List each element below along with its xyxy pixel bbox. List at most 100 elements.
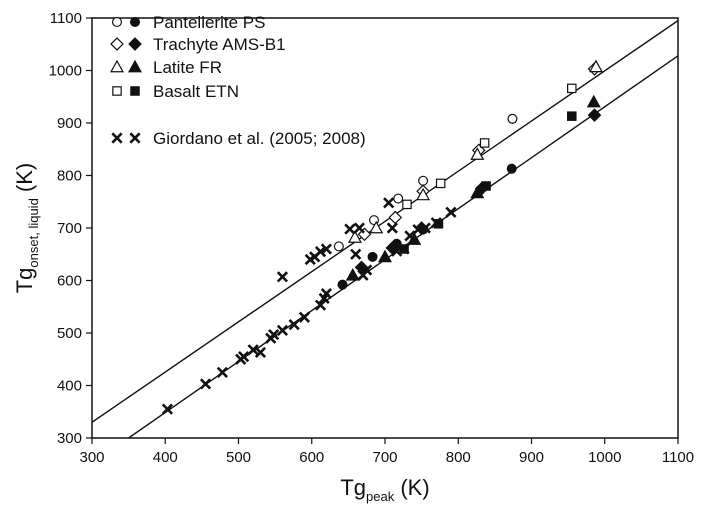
y-tick-label: 800	[57, 168, 82, 185]
legend-marker-filled	[128, 37, 142, 51]
legend-entry: Latite FR	[110, 58, 222, 77]
y-axis-title: Tgonset, liquid (K)	[12, 163, 41, 294]
x-axis-title-sub: peak	[366, 489, 395, 504]
data-point-filled	[430, 217, 442, 229]
x-tick-label: 500	[226, 449, 251, 466]
data-point-filled	[391, 245, 403, 257]
x-tick-label: 900	[519, 449, 544, 466]
data-point-filled	[320, 243, 332, 255]
x-axis-title-unit: (K)	[394, 475, 429, 500]
data-point-open	[333, 241, 344, 252]
data-point-filled	[276, 271, 289, 283]
data-point-filled	[386, 222, 398, 234]
data-point-filled	[320, 288, 332, 300]
data-point-filled	[470, 185, 485, 199]
legend-entry: Trachyte AMS-B1	[110, 35, 286, 54]
x-tick-label: 300	[79, 449, 104, 466]
data-point-open	[588, 59, 603, 73]
data-point-open	[567, 83, 577, 94]
data-point-filled	[254, 346, 267, 359]
data-point-open	[402, 199, 412, 210]
data-point-open	[347, 230, 362, 243]
data-point-filled	[367, 251, 378, 262]
legend: Pantellerite PS Trachyte AMS-B1 Latite FR B…	[110, 13, 366, 148]
fit-line	[92, 20, 678, 423]
data-point-filled	[161, 403, 174, 415]
data-point-filled	[298, 311, 311, 323]
data-point-filled	[445, 206, 457, 218]
data-point-filled	[344, 223, 356, 235]
legend-label: Trachyte AMS-B1	[153, 35, 286, 54]
legend-entry: Giordano et al. (2005; 2008)	[111, 129, 366, 148]
data-point-filled	[398, 243, 410, 255]
legend-label: Giordano et al. (2005; 2008)	[153, 129, 366, 148]
data-point-open	[388, 210, 403, 225]
data-point-filled	[383, 197, 395, 209]
data-point-filled	[314, 246, 327, 258]
data-point-open	[369, 220, 384, 234]
x-tick-label: 1100	[662, 449, 694, 466]
data-point-filled	[567, 111, 577, 121]
legend-marker-cross	[129, 132, 141, 144]
data-point-filled	[506, 163, 517, 174]
legend-label: Latite FR	[153, 58, 222, 77]
legend-marker-open	[111, 16, 123, 28]
data-points	[161, 59, 603, 415]
y-tick-label: 400	[57, 378, 82, 395]
y-tick-label: 700	[57, 220, 82, 237]
y-axis-title-unit: (K)	[12, 163, 37, 198]
x-tick-label: 400	[153, 449, 178, 466]
data-point-filled	[361, 264, 373, 276]
series-giordano-et-al-2005-2008	[161, 197, 457, 415]
y-tick-label: 300	[57, 430, 82, 447]
data-point-filled	[350, 248, 362, 260]
data-point-filled	[247, 344, 259, 356]
series-trachyte-ams-b1	[354, 62, 602, 275]
legend-label: Basalt ETN	[153, 82, 239, 101]
data-point-open	[418, 175, 429, 186]
data-point-open	[393, 193, 404, 204]
y-tick-label: 1100	[50, 10, 82, 27]
data-point-open	[470, 147, 485, 160]
y-tick-label: 500	[57, 325, 82, 342]
data-point-filled	[199, 378, 212, 390]
data-point-filled	[345, 268, 360, 281]
series-pantellerite-ps	[333, 113, 518, 290]
data-point-filled	[276, 324, 289, 336]
y-tick-label: 600	[57, 273, 82, 290]
data-point-filled	[314, 299, 327, 311]
data-point-filled	[238, 351, 250, 363]
data-point-open	[479, 138, 490, 148]
data-point-filled	[353, 222, 365, 234]
x-tick-label: 800	[446, 449, 471, 466]
legend-entry: Pantellerite PS	[111, 13, 265, 32]
y-tick-label: 900	[57, 115, 82, 132]
series-latite-fr	[345, 59, 603, 281]
legend-marker-filled	[130, 86, 140, 96]
data-point-open	[435, 178, 446, 189]
data-point-filled	[587, 108, 602, 122]
y-axis-ticks: 300 400 500 600 700 800 900 1000 1100	[49, 10, 92, 447]
legend-label: Pantellerite PS	[153, 13, 265, 32]
data-point-filled	[378, 249, 392, 263]
legend-marker-cross	[111, 132, 123, 144]
x-tick-label: 600	[299, 449, 324, 466]
legend-marker-filled	[128, 59, 142, 73]
legend-marker-filled	[129, 16, 141, 28]
y-tick-label: 1000	[49, 63, 82, 80]
legend-marker-open	[110, 37, 124, 51]
legend-marker-open	[112, 86, 122, 96]
x-axis-title-main: Tg	[340, 475, 366, 500]
data-point-open	[416, 187, 431, 201]
legend-entry: Basalt ETN	[112, 82, 239, 101]
data-point-open	[507, 113, 518, 124]
data-point-filled	[288, 319, 300, 331]
x-axis-ticks: 300 400 500 600 700 800 900 1000 1100	[79, 438, 694, 466]
data-point-open	[357, 227, 372, 242]
data-point-filled	[586, 94, 601, 108]
data-point-filled	[481, 181, 491, 191]
y-axis-title-sub: onset, liquid	[26, 198, 41, 267]
y-axis-title-main: Tg	[12, 268, 37, 294]
x-tick-label: 1000	[588, 449, 621, 466]
